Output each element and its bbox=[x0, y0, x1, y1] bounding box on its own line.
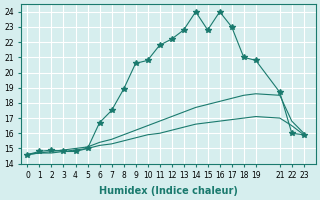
X-axis label: Humidex (Indice chaleur): Humidex (Indice chaleur) bbox=[99, 186, 238, 196]
